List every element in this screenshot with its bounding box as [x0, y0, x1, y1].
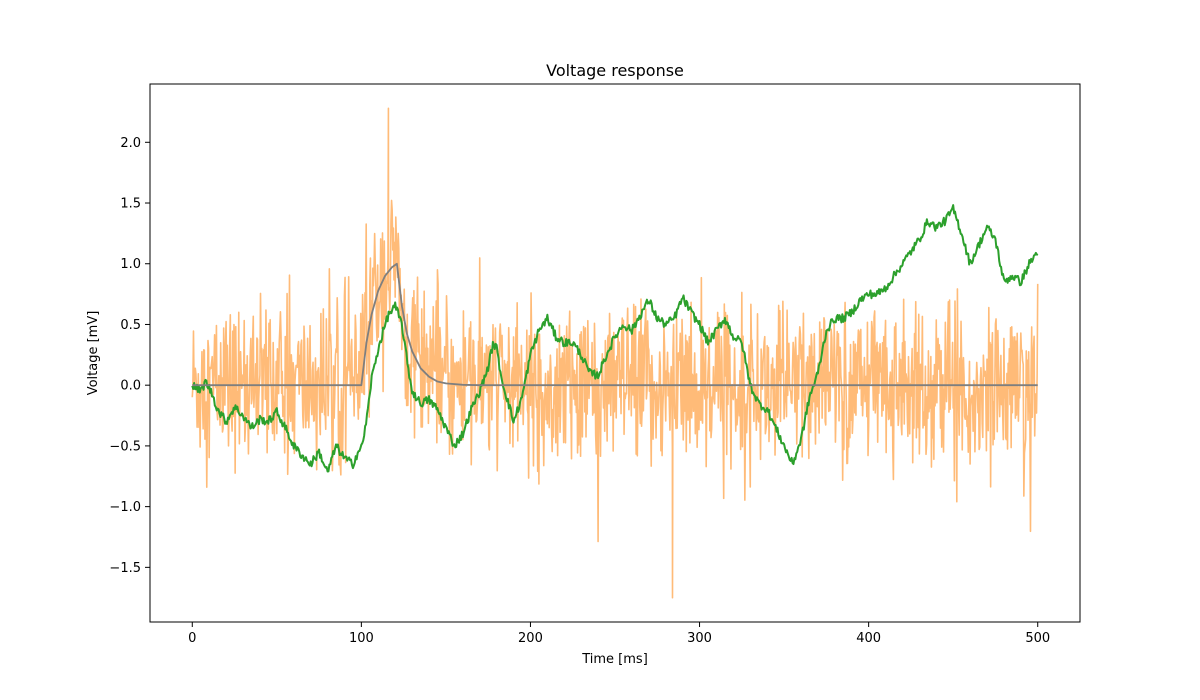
- y-tick-label: 1.5: [120, 197, 141, 212]
- axes-frame: [149, 83, 1081, 623]
- x-tick-label: 300: [687, 631, 712, 646]
- x-tick-label: 500: [1025, 631, 1050, 646]
- chart-title: Voltage response: [546, 61, 684, 80]
- y-tick-label: −0.5: [109, 439, 141, 454]
- filtered-voltage-line: [191, 204, 1039, 473]
- x-tick-label: 100: [349, 631, 374, 646]
- y-axis: −1.5 −1.0 −0.5 0.0 0.5 1.0 1.5 2.0: [109, 136, 150, 576]
- x-tick-label: 200: [518, 631, 543, 646]
- ideal-voltage-line: [192, 262, 1038, 387]
- y-axis-label: Voltage [mV]: [86, 311, 101, 396]
- y-tick-label: 0.5: [120, 318, 141, 333]
- y-tick-label: −1.5: [109, 561, 141, 576]
- x-tick-label: 0: [188, 631, 196, 646]
- y-tick-label: 0.0: [120, 379, 141, 394]
- noisy-voltage-line: [191, 107, 1039, 599]
- y-tick-label: 1.0: [120, 257, 141, 272]
- x-axis: 0 100 200 300 400 500: [188, 622, 1050, 646]
- y-tick-label: −1.0: [109, 500, 141, 515]
- plot-area: [191, 107, 1039, 599]
- x-axis-label: Time [ms]: [581, 652, 648, 667]
- x-tick-label: 400: [856, 631, 881, 646]
- y-tick-label: 2.0: [120, 136, 141, 151]
